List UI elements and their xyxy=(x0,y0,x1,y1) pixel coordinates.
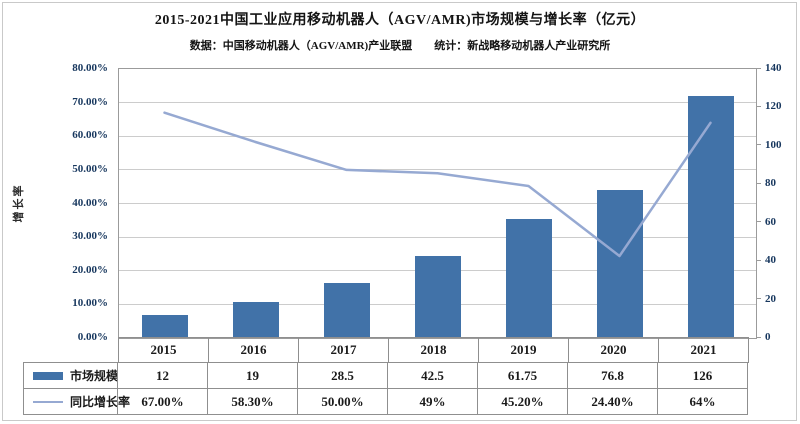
value-cell: 12 xyxy=(117,362,208,389)
year-cell: 2017 xyxy=(298,337,389,363)
grid-line xyxy=(119,236,756,238)
year-cell: 2020 xyxy=(568,337,659,363)
bar-2019 xyxy=(505,219,552,338)
left-axis-tick-label: 40.00% xyxy=(72,196,108,209)
right-axis-tick-mark xyxy=(756,298,761,300)
year-cell: 2016 xyxy=(208,337,299,363)
growth-line-series xyxy=(163,111,712,258)
left-axis-tick-label: 20.00% xyxy=(72,263,108,276)
table-row-growth-rate: 同比增长率 67.00% 58.30% 50.00% 49% 45.20% 24.40% 64… xyxy=(23,388,748,415)
value-cell: 58.30% xyxy=(207,388,298,415)
right-axis-tick-mark xyxy=(756,259,761,261)
data-table: 2015 2016 2017 2018 2019 2020 2021 市场规模 12 19 28.5… xyxy=(23,337,755,416)
bar-2020 xyxy=(596,190,643,338)
plot-area xyxy=(118,68,757,339)
growth-line xyxy=(163,111,712,258)
value-cell: 126 xyxy=(657,362,748,389)
right-axis-tick-label: 20 xyxy=(765,292,776,305)
left-axis-tick-label: 10.00% xyxy=(72,297,108,310)
bar-2018 xyxy=(414,256,461,338)
right-axis-tick-label: 60 xyxy=(765,215,776,228)
right-axis-tick-mark xyxy=(756,182,761,184)
right-axis-tick-label: 100 xyxy=(765,138,782,151)
bar-2016 xyxy=(232,301,279,338)
left-axis-title: 增长率 xyxy=(13,183,25,223)
right-axis-tick-mark xyxy=(756,144,761,146)
grid-line xyxy=(119,169,756,171)
legend-bar-swatch xyxy=(33,371,63,380)
chart-title: 2015-2021中国工业应用移动机器人（AGV/AMR)市场规模与增长率（亿元… xyxy=(154,13,646,28)
right-axis-tick-mark xyxy=(756,336,761,338)
legend-label: 同比增长率 xyxy=(70,395,131,409)
value-cell: 42.5 xyxy=(387,362,478,389)
value-cell: 64% xyxy=(657,388,748,415)
grid-line xyxy=(119,102,756,104)
year-cell: 2019 xyxy=(478,337,569,363)
left-axis-tick-label: 50.00% xyxy=(72,162,108,175)
left-axis-tick-label: 60.00% xyxy=(72,129,108,142)
value-cell: 45.20% xyxy=(477,388,568,415)
value-cell: 61.75 xyxy=(477,362,568,389)
right-axis-tick-label: 40 xyxy=(765,254,776,267)
value-cell: 49% xyxy=(387,388,478,415)
value-cell: 24.40% xyxy=(567,388,658,415)
left-axis-tick-label: 0.00% xyxy=(77,331,108,343)
value-cell: 76.8 xyxy=(567,362,658,389)
right-axis-tick-mark xyxy=(756,221,761,223)
right-axis-tick-mark xyxy=(756,105,761,107)
right-axis-tick-label: 120 xyxy=(765,100,782,113)
left-axis-tick-label: 70.00% xyxy=(72,95,108,108)
left-axis-tick-label: 30.00% xyxy=(72,230,108,243)
year-cell: 2021 xyxy=(658,337,749,363)
right-axis-tick-label: 80 xyxy=(765,177,776,190)
value-cell: 19 xyxy=(207,362,298,389)
right-axis-tick-label: 140 xyxy=(765,62,782,74)
year-cell: 2018 xyxy=(388,337,479,363)
value-cell: 50.00% xyxy=(297,388,388,415)
legend-line-swatch xyxy=(33,400,63,403)
grid-line xyxy=(119,135,756,137)
value-cell: 28.5 xyxy=(297,362,388,389)
right-axis-tick-label: 0 xyxy=(765,331,771,343)
legend-cell: 市场规模 xyxy=(23,362,118,389)
bar-2017 xyxy=(323,283,370,338)
chart-subtitle: 数据：中国移动机器人（AGV/AMR)产业联盟 统计：新战略移动机器人产业研究所 xyxy=(189,40,611,52)
value-cell: 67.00% xyxy=(117,388,208,415)
left-axis-tick-label: 80.00% xyxy=(72,62,108,74)
legend-label: 市场规模 xyxy=(70,369,119,383)
table-row-market-size: 市场规模 12 19 28.5 42.5 61.75 76.8 126 xyxy=(23,362,748,389)
legend-cell: 同比增长率 xyxy=(23,388,130,415)
right-axis-tick-mark xyxy=(756,67,761,69)
grid-line xyxy=(119,203,756,204)
table-row-years: 2015 2016 2017 2018 2019 2020 2021 xyxy=(118,337,749,363)
bar-2021 xyxy=(687,95,734,338)
bar-2015 xyxy=(141,314,188,338)
year-cell: 2015 xyxy=(118,337,209,363)
